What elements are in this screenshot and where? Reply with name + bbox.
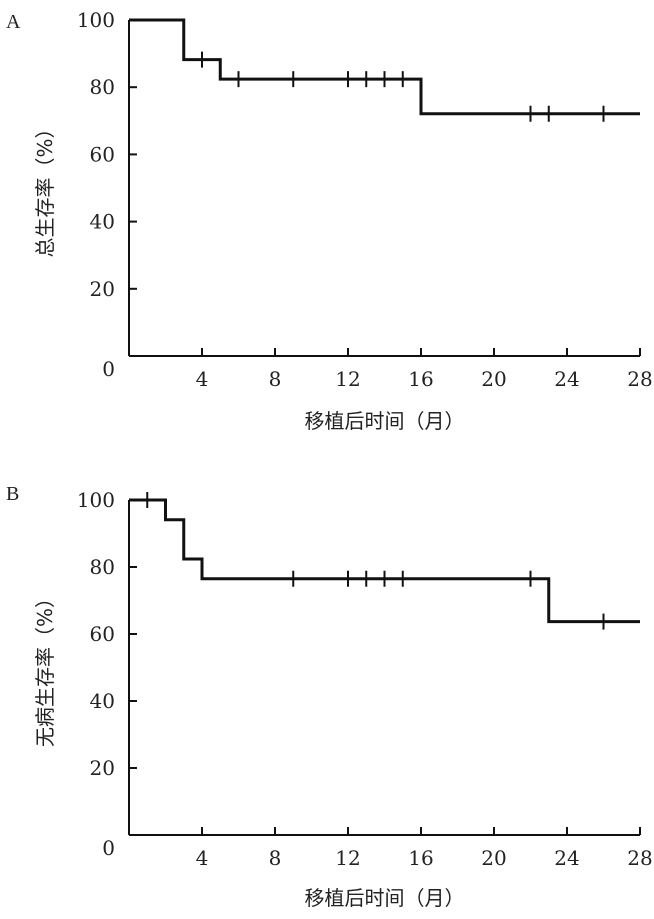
x-tick-label: 4	[196, 367, 209, 391]
x-tick-label: 24	[554, 846, 579, 870]
survival-step-curve	[129, 18, 640, 116]
x-tick-label: 8	[269, 367, 282, 391]
y-tick-label: 20	[90, 756, 115, 780]
panel-label: A	[6, 11, 21, 33]
y-tick-label: 100	[77, 8, 115, 32]
x-tick-label: 8	[269, 846, 282, 870]
y-axis-title: 总生存率（%）	[33, 118, 57, 257]
y-tick-label: 80	[90, 555, 115, 579]
x-tick-label: 24	[554, 367, 579, 391]
x-tick-label: 28	[627, 846, 652, 870]
y-tick-label: 80	[90, 75, 115, 99]
origin-label: 0	[102, 357, 115, 381]
y-axis-title: 无病生存率（%）	[33, 588, 57, 747]
x-tick-label: 20	[481, 367, 506, 391]
origin-label: 0	[102, 836, 115, 860]
x-tick-label: 12	[335, 846, 360, 870]
x-axis-title: 移植后时间（月）	[305, 886, 465, 910]
y-tick-label: 100	[77, 488, 115, 512]
x-axis-title: 移植后时间（月）	[305, 409, 465, 433]
x-tick-label: 16	[408, 367, 433, 391]
y-tick-label: 40	[90, 210, 115, 234]
y-tick-label: 20	[90, 277, 115, 301]
x-tick-label: 4	[196, 846, 209, 870]
y-tick-label: 40	[90, 689, 115, 713]
x-tick-label: 28	[627, 367, 652, 391]
survival-step-curve	[129, 498, 640, 624]
x-tick-label: 16	[408, 846, 433, 870]
panel-label: B	[6, 483, 19, 505]
y-tick-label: 60	[90, 622, 115, 646]
x-tick-label: 12	[335, 367, 360, 391]
y-tick-label: 60	[90, 142, 115, 166]
x-tick-label: 20	[481, 846, 506, 870]
